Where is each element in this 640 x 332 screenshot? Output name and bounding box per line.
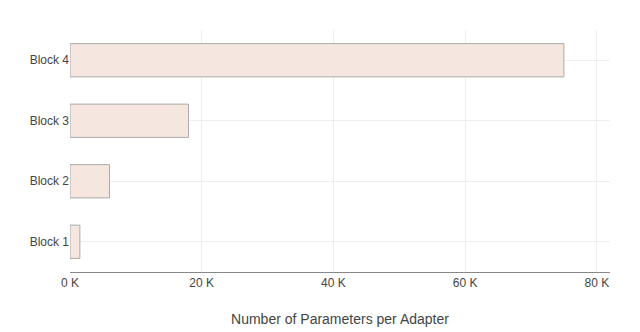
svg-text:80 K: 80 K [584,276,609,290]
svg-text:0 K: 0 K [61,276,79,290]
svg-text:Block 1: Block 1 [30,235,70,249]
svg-text:40 K: 40 K [321,276,346,290]
svg-text:Block 4: Block 4 [30,53,70,67]
svg-text:Block 3: Block 3 [30,114,70,128]
svg-text:Block 2: Block 2 [30,174,70,188]
svg-text:20 K: 20 K [189,276,214,290]
svg-text:Number of Parameters per Adapt: Number of Parameters per Adapter [231,311,449,327]
svg-text:60 K: 60 K [453,276,478,290]
